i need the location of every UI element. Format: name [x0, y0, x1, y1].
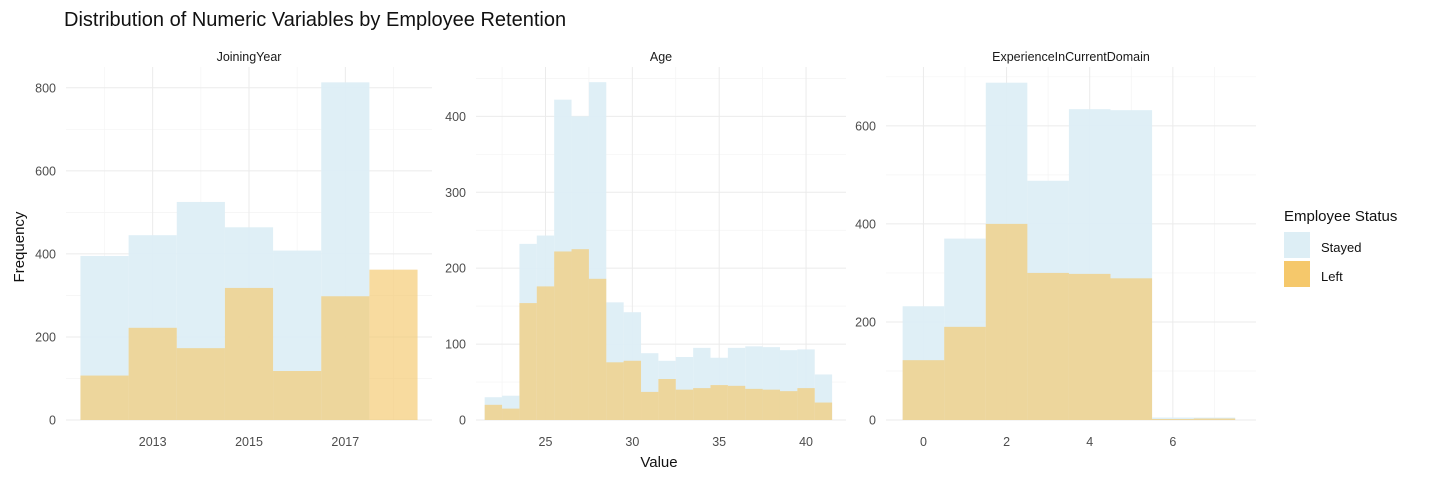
- bar-left: [745, 388, 763, 420]
- legend-label-stayed: Stayed: [1321, 240, 1361, 255]
- y-tick-label: 100: [445, 338, 466, 352]
- y-axis-title: Frequency: [11, 211, 28, 282]
- panel-ExperienceInCurrentDomain: 0 200 400 600 0 2 4 6 ExperienceInCurrentDomain: [855, 50, 1256, 449]
- bar-left: [571, 249, 589, 420]
- bar-left: [588, 278, 607, 420]
- x-tick-label: 4: [1086, 435, 1093, 449]
- bar-left: [519, 303, 537, 420]
- y-tick-label: 0: [49, 414, 56, 428]
- x-tick-label: 40: [799, 435, 813, 449]
- bar-left: [641, 391, 659, 420]
- legend: Employee Status Stayed Left: [1284, 208, 1397, 287]
- y-tick-label: 600: [35, 164, 56, 178]
- bar-left: [273, 370, 322, 420]
- bar-left: [710, 385, 728, 420]
- bar-left: [484, 404, 503, 420]
- facet-strip-label: Age: [650, 50, 672, 64]
- bar-left: [554, 251, 572, 420]
- x-tick-label: 30: [625, 435, 639, 449]
- bar-left: [762, 389, 780, 420]
- legend-swatch-left: [1284, 261, 1310, 287]
- x-tick-label: 2015: [235, 435, 263, 449]
- bar-left: [502, 408, 520, 420]
- bar-left: [1152, 419, 1194, 420]
- y-tick-label: 800: [35, 81, 56, 95]
- bar-left: [797, 388, 815, 420]
- facet-strip-label: JoiningYear: [217, 50, 282, 64]
- x-tick-label: 2017: [331, 435, 359, 449]
- x-tick-label: 0: [920, 435, 927, 449]
- bar-left: [779, 391, 798, 420]
- bar-left: [944, 326, 986, 420]
- bar-left: [985, 223, 1028, 420]
- bar-left: [536, 286, 555, 420]
- bar-left: [1110, 278, 1153, 420]
- y-tick-label: 600: [855, 119, 876, 133]
- y-tick-label: 0: [869, 414, 876, 428]
- bar-left: [1027, 272, 1069, 420]
- bar-left: [606, 362, 624, 420]
- y-tick-label: 0: [459, 414, 466, 428]
- bar-left: [321, 296, 370, 420]
- bar-left: [176, 348, 225, 420]
- bar-left: [623, 360, 642, 420]
- bar-left: [80, 375, 129, 420]
- bar-left: [814, 402, 833, 420]
- y-tick-label: 400: [445, 110, 466, 124]
- bar-left: [369, 269, 418, 420]
- bar-left: [1068, 273, 1111, 420]
- x-tick-label: 2013: [139, 435, 167, 449]
- bar-left: [675, 389, 694, 420]
- bar-left: [1193, 418, 1236, 420]
- bar-left: [727, 385, 746, 420]
- bar-left: [128, 327, 177, 420]
- y-tick-label: 200: [855, 315, 876, 329]
- facet-strip-label: ExperienceInCurrentDomain: [992, 50, 1150, 64]
- panel-JoiningYear: 0 200 400 600 800 2013 2015 2017 JoiningYear: [35, 50, 432, 449]
- x-tick-label: 35: [712, 435, 726, 449]
- bar-left: [693, 388, 711, 420]
- bar-left: [902, 360, 945, 420]
- y-tick-label: 400: [855, 217, 876, 231]
- legend-title: Employee Status: [1284, 208, 1397, 225]
- y-tick-label: 300: [445, 186, 466, 200]
- x-tick-label: 6: [1169, 435, 1176, 449]
- y-tick-label: 200: [35, 330, 56, 344]
- legend-swatch-stayed: [1284, 232, 1310, 258]
- x-tick-label: 2: [1003, 435, 1010, 449]
- legend-label-left: Left: [1321, 269, 1343, 284]
- bar-left: [224, 287, 274, 420]
- x-axis-title: Value: [640, 454, 677, 471]
- bar-left: [658, 379, 676, 420]
- x-tick-label: 25: [539, 435, 553, 449]
- bar-stayed: [1152, 417, 1194, 420]
- y-tick-label: 200: [445, 262, 466, 276]
- panel-Age: 0 100 200 300 400 25 30 35 40 Age: [445, 50, 846, 449]
- chart-title: Distribution of Numeric Variables by Emp…: [64, 9, 566, 31]
- y-tick-label: 400: [35, 247, 56, 261]
